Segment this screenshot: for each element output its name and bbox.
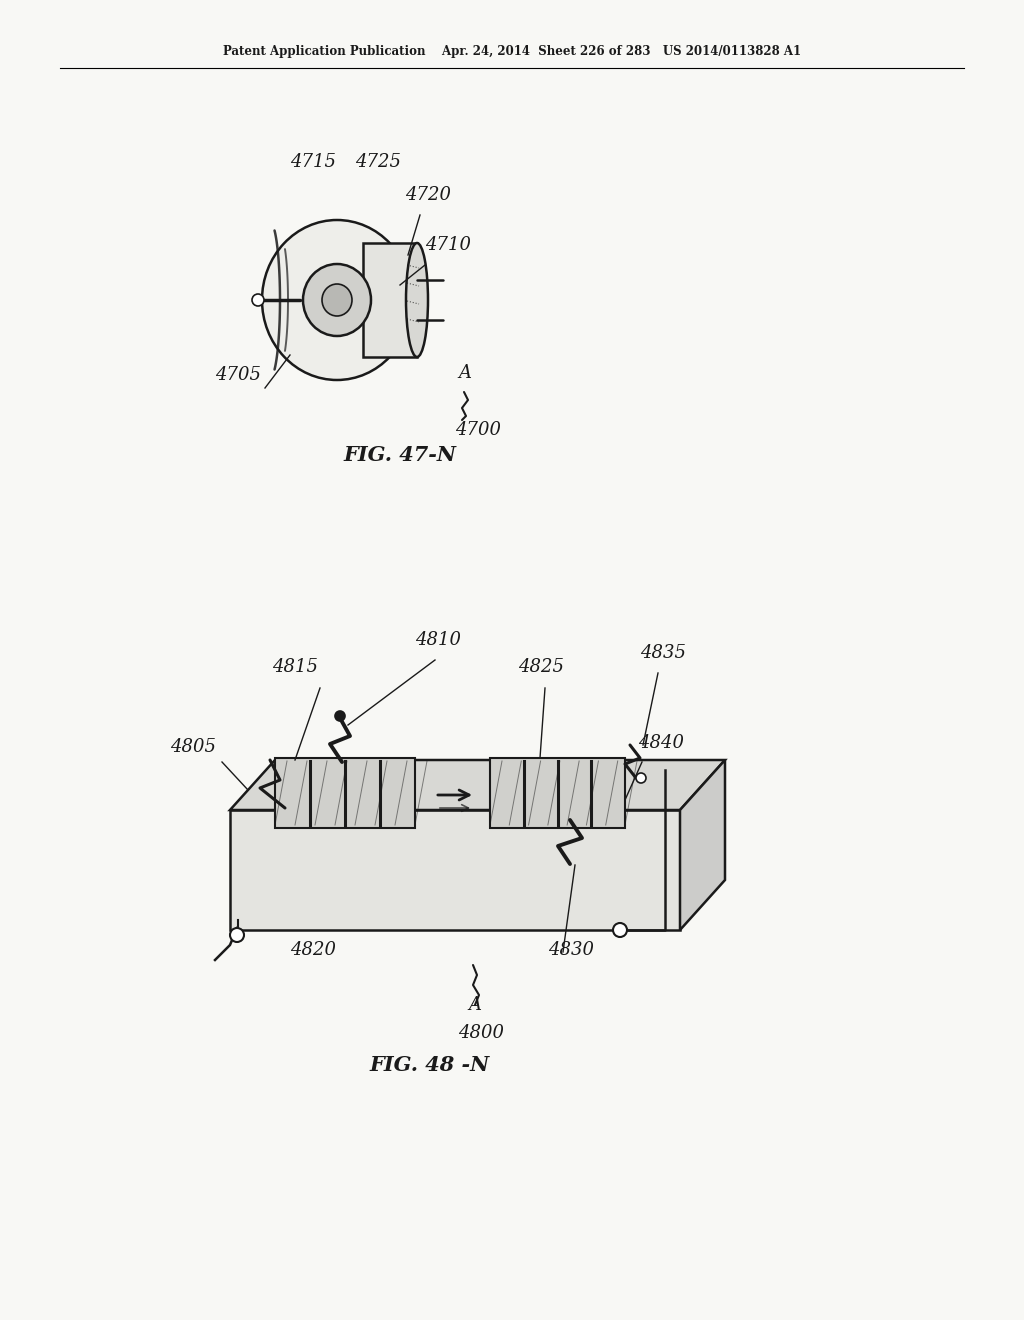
Circle shape bbox=[335, 711, 345, 721]
Text: 4810: 4810 bbox=[415, 631, 461, 649]
Text: 4725: 4725 bbox=[355, 153, 401, 172]
Polygon shape bbox=[230, 760, 725, 810]
Text: 4720: 4720 bbox=[406, 186, 451, 205]
Text: 4835: 4835 bbox=[640, 644, 686, 663]
Polygon shape bbox=[230, 810, 680, 931]
Ellipse shape bbox=[262, 220, 412, 380]
Circle shape bbox=[636, 774, 646, 783]
Text: 4830: 4830 bbox=[548, 941, 594, 960]
Polygon shape bbox=[680, 760, 725, 931]
Text: FIG. 48 -N: FIG. 48 -N bbox=[370, 1055, 490, 1074]
FancyArrowPatch shape bbox=[439, 805, 468, 812]
Text: 4715: 4715 bbox=[290, 153, 336, 172]
Polygon shape bbox=[490, 758, 625, 828]
Text: Patent Application Publication    Apr. 24, 2014  Sheet 226 of 283   US 2014/0113: Patent Application Publication Apr. 24, … bbox=[223, 45, 801, 58]
Text: 4710: 4710 bbox=[425, 236, 471, 253]
Text: 4805: 4805 bbox=[170, 738, 216, 756]
Text: 4705: 4705 bbox=[215, 366, 261, 384]
Text: A: A bbox=[468, 997, 481, 1014]
Text: 4700: 4700 bbox=[455, 421, 501, 440]
Circle shape bbox=[230, 928, 244, 942]
Text: 4815: 4815 bbox=[272, 657, 318, 676]
Text: A: A bbox=[458, 364, 471, 381]
Ellipse shape bbox=[406, 243, 428, 356]
Text: 4820: 4820 bbox=[290, 941, 336, 960]
Text: 4800: 4800 bbox=[458, 1024, 504, 1041]
Circle shape bbox=[613, 923, 627, 937]
Text: FIG. 47-N: FIG. 47-N bbox=[343, 445, 457, 465]
Ellipse shape bbox=[322, 284, 352, 315]
FancyArrowPatch shape bbox=[438, 789, 469, 800]
Ellipse shape bbox=[303, 264, 371, 337]
Text: 4825: 4825 bbox=[518, 657, 564, 676]
Polygon shape bbox=[362, 243, 417, 356]
Polygon shape bbox=[275, 758, 415, 828]
Circle shape bbox=[252, 294, 264, 306]
Text: 4840: 4840 bbox=[638, 734, 684, 752]
